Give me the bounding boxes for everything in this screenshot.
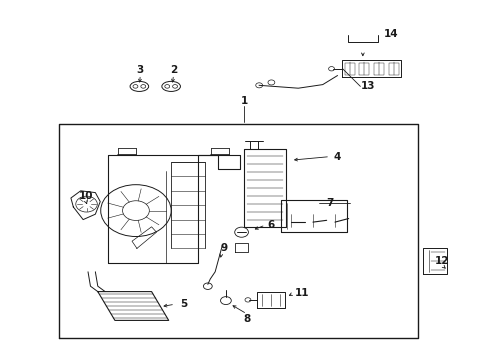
Text: 8: 8 — [243, 314, 250, 324]
Text: 4: 4 — [333, 152, 341, 162]
Text: 13: 13 — [360, 81, 375, 91]
Text: 2: 2 — [170, 65, 177, 75]
Text: 9: 9 — [220, 243, 227, 253]
Text: 7: 7 — [325, 198, 333, 208]
Text: 1: 1 — [241, 96, 247, 106]
Text: 6: 6 — [267, 220, 274, 230]
Text: 14: 14 — [383, 29, 398, 39]
Text: 5: 5 — [180, 299, 186, 309]
Text: 10: 10 — [78, 191, 93, 201]
Text: 11: 11 — [294, 288, 309, 298]
Text: 12: 12 — [434, 256, 449, 266]
Text: 3: 3 — [137, 65, 143, 75]
